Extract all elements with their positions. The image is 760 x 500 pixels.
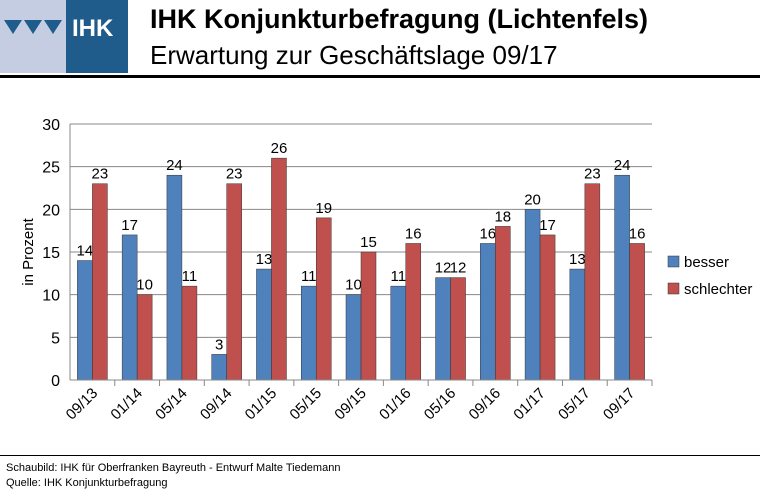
y-tick-label: 0 [51,373,60,390]
page-title: IHK Konjunkturbefragung (Lichtenfels) [150,4,648,34]
bar-schlechter [405,243,422,381]
bar-schlechter [315,217,332,381]
data-label: 23 [584,166,601,183]
bar-besser [211,354,227,381]
bar-schlechter [629,243,645,381]
x-tick-label: 01/16 [376,385,415,424]
bar-chart: 0 5 10 15 20 25 30 in Prozent 14 23 09/13 17 10 01/14… [20,117,752,424]
x-tick-label: 05/15 [286,385,325,424]
header-divider [0,75,760,78]
page-subtitle: Erwartung zur Geschäftslage 09/17 [150,40,558,70]
data-label: 15 [360,234,377,251]
y-tick-label: 5 [51,330,60,347]
footer-divider [0,455,760,456]
bar-besser [390,285,407,381]
bar-schlechter [181,285,198,381]
x-tick-label: 05/17 [555,385,594,424]
data-label: 11 [182,268,198,285]
y-axis-label: in Prozent [20,217,37,285]
data-label: 16 [405,225,422,242]
y-tick-label: 10 [42,288,60,305]
bar-schlechter [226,183,242,381]
svg-text:IHK: IHK [72,15,114,42]
data-label: 11 [390,268,406,285]
data-label: 16 [629,225,646,242]
x-tick-label: 05/14 [152,385,191,424]
bar-besser [345,294,362,381]
x-tick-label: 09/16 [466,385,505,424]
ihk-logo: IHK [0,0,128,73]
y-tick-label: 15 [42,245,60,262]
data-label: 3 [215,336,223,353]
bar-schlechter [539,234,556,381]
y-tick-label: 25 [42,160,60,177]
bar-besser [77,260,93,381]
bar-schlechter [271,157,287,381]
x-tick-label: 09/13 [63,385,102,424]
data-label: 10 [345,277,362,294]
data-label: 11 [301,268,317,285]
x-tick-label: 01/14 [107,385,146,424]
x-tick-label: 01/17 [510,385,549,424]
bar-besser [524,209,541,381]
footer-source: Quelle: IHK Konjunkturbefragung [6,477,168,489]
data-label: 12 [435,260,452,277]
data-label: 18 [494,208,511,225]
bar-besser [300,285,317,381]
legend-swatch-besser [667,255,680,268]
data-label: 13 [569,251,586,268]
data-label: 23 [226,166,243,183]
data-label: 19 [315,200,332,217]
bar-schlechter [136,294,153,381]
x-tick-label: 05/16 [421,385,460,424]
data-label: 23 [92,166,109,183]
legend-label-schlechter: schlechter [684,281,752,298]
bar-besser [256,268,272,381]
x-tick-label: 09/14 [197,385,236,424]
data-label: 10 [136,277,153,294]
y-tick-label: 20 [42,202,60,219]
x-tick-label: 09/15 [331,385,370,424]
data-label: 20 [524,191,541,208]
x-tick-label: 01/15 [242,385,281,424]
bar-schlechter [92,183,108,381]
bar-schlechter [584,183,601,381]
data-label: 26 [271,140,288,157]
legend-label-besser: besser [684,254,729,271]
bar-schlechter [495,226,511,381]
data-label: 14 [77,243,94,260]
footer-credit: Schaubild: IHK für Oberfranken Bayreuth … [6,462,341,474]
x-tick-label: 09/17 [600,385,639,424]
bar-besser [480,243,496,381]
data-label: 13 [256,251,273,268]
bar-besser [435,277,451,381]
data-label: 24 [166,157,183,174]
bar-besser [166,174,183,381]
bar-schlechter [360,251,377,381]
y-tick-label: 30 [42,117,60,134]
bar-besser [569,268,586,381]
data-label: 17 [121,217,138,234]
bar-schlechter [450,277,466,381]
data-label: 12 [450,260,467,277]
data-label: 16 [479,225,496,242]
legend-swatch-schlechter [667,282,680,295]
bar-besser [614,174,630,381]
data-label: 17 [539,217,556,234]
bar-besser [121,234,138,381]
data-label: 24 [614,157,631,174]
